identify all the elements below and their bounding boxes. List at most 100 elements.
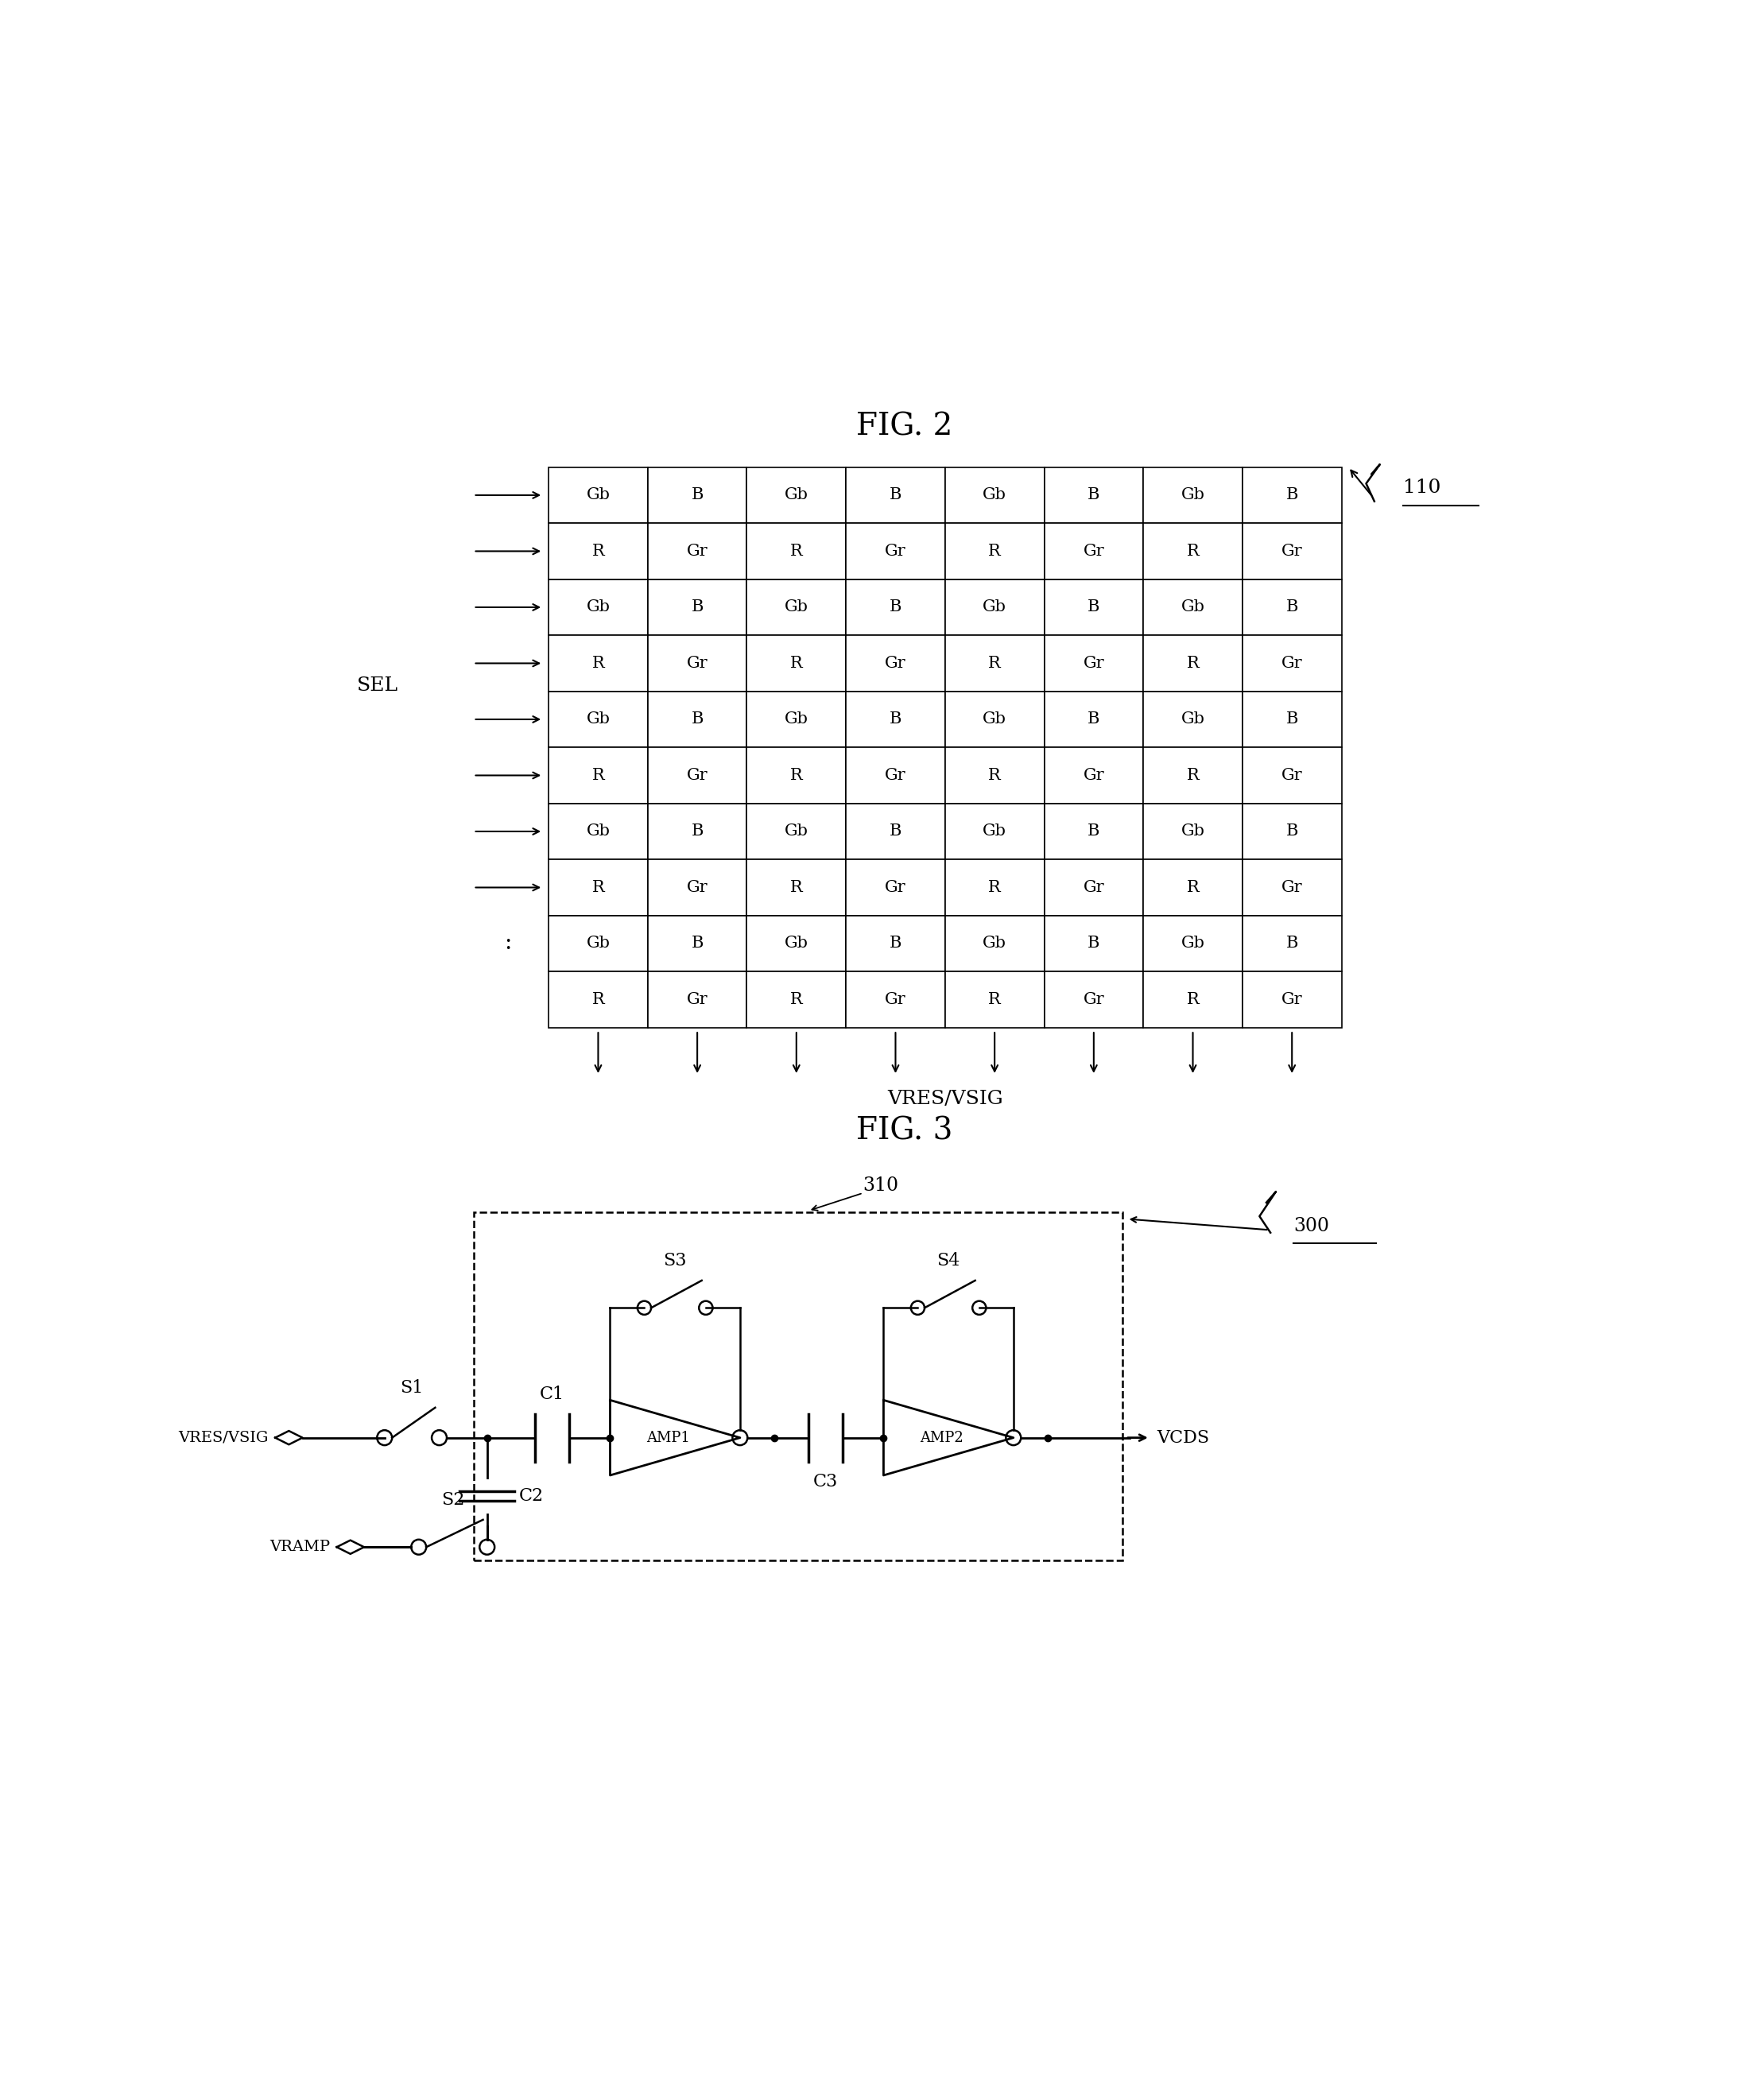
- Text: Gr: Gr: [1083, 769, 1104, 783]
- Bar: [647, 579, 746, 635]
- Text: FIG. 3: FIG. 3: [856, 1116, 953, 1147]
- Bar: [847, 804, 946, 859]
- Text: B: B: [1088, 600, 1099, 614]
- Bar: [847, 522, 946, 579]
- Text: B: B: [1088, 712, 1099, 727]
- Text: S1: S1: [400, 1379, 423, 1398]
- Bar: [1044, 915, 1143, 971]
- Text: B: B: [889, 487, 901, 503]
- Text: AMP1: AMP1: [647, 1431, 690, 1446]
- Text: Gr: Gr: [686, 769, 707, 783]
- Bar: [1143, 859, 1242, 915]
- Text: Gb: Gb: [1180, 487, 1205, 503]
- Text: Gb: Gb: [785, 712, 808, 727]
- Text: Gr: Gr: [686, 879, 707, 894]
- Bar: [647, 635, 746, 691]
- Bar: [946, 859, 1044, 915]
- Text: Gb: Gb: [586, 712, 610, 727]
- Text: S3: S3: [663, 1251, 686, 1270]
- Text: B: B: [1286, 487, 1298, 503]
- Bar: [549, 468, 647, 522]
- Text: Gr: Gr: [1083, 879, 1104, 894]
- Bar: [549, 804, 647, 859]
- Text: R: R: [790, 879, 803, 894]
- Text: B: B: [691, 600, 704, 614]
- Text: R: R: [1187, 656, 1200, 671]
- Bar: [1242, 804, 1342, 859]
- Bar: [647, 468, 746, 522]
- Text: C2: C2: [519, 1487, 543, 1504]
- Text: Gr: Gr: [686, 656, 707, 671]
- Bar: [1143, 468, 1242, 522]
- Text: B: B: [889, 712, 901, 727]
- Text: B: B: [1088, 936, 1099, 950]
- Text: 300: 300: [1293, 1218, 1330, 1235]
- Text: R: R: [988, 769, 1000, 783]
- Text: Gr: Gr: [886, 992, 907, 1007]
- Bar: [549, 579, 647, 635]
- Text: B: B: [691, 936, 704, 950]
- Bar: [847, 691, 946, 748]
- Bar: [746, 635, 847, 691]
- Bar: [847, 635, 946, 691]
- Bar: [647, 748, 746, 804]
- Bar: [946, 522, 1044, 579]
- Bar: [1143, 748, 1242, 804]
- Text: R: R: [790, 656, 803, 671]
- Text: VCDS: VCDS: [1157, 1429, 1210, 1446]
- Bar: [1044, 971, 1143, 1028]
- Bar: [847, 468, 946, 522]
- Text: Gr: Gr: [886, 769, 907, 783]
- Text: Gb: Gb: [983, 936, 1007, 950]
- Bar: [746, 579, 847, 635]
- Text: R: R: [593, 656, 605, 671]
- Text: 310: 310: [863, 1176, 900, 1195]
- Text: R: R: [593, 992, 605, 1007]
- Text: R: R: [593, 543, 605, 558]
- Text: R: R: [1187, 992, 1200, 1007]
- Bar: [1143, 804, 1242, 859]
- Bar: [549, 859, 647, 915]
- Text: Gr: Gr: [1281, 769, 1302, 783]
- Bar: [1044, 859, 1143, 915]
- Text: Gb: Gb: [1180, 823, 1205, 840]
- Bar: [746, 804, 847, 859]
- Bar: [1044, 579, 1143, 635]
- Text: Gb: Gb: [586, 936, 610, 950]
- Bar: [847, 971, 946, 1028]
- Bar: [1143, 635, 1242, 691]
- Text: AMP2: AMP2: [921, 1431, 963, 1446]
- Text: Gb: Gb: [1180, 600, 1205, 614]
- Bar: [1242, 971, 1342, 1028]
- Text: Gr: Gr: [1281, 656, 1302, 671]
- Bar: [549, 971, 647, 1028]
- Bar: [1044, 522, 1143, 579]
- Text: Gb: Gb: [586, 487, 610, 503]
- Bar: [847, 748, 946, 804]
- Text: Gb: Gb: [785, 823, 808, 840]
- Text: Gr: Gr: [1083, 543, 1104, 558]
- Bar: [647, 971, 746, 1028]
- Bar: [746, 522, 847, 579]
- Text: B: B: [1286, 600, 1298, 614]
- Text: Gr: Gr: [686, 992, 707, 1007]
- Text: R: R: [790, 543, 803, 558]
- Bar: [746, 748, 847, 804]
- Bar: [647, 915, 746, 971]
- Text: 110: 110: [1402, 478, 1441, 497]
- Text: Gb: Gb: [785, 600, 808, 614]
- Bar: [1044, 635, 1143, 691]
- Text: VRES/VSIG: VRES/VSIG: [178, 1431, 268, 1446]
- Text: R: R: [593, 879, 605, 894]
- Bar: [847, 859, 946, 915]
- Text: B: B: [691, 487, 704, 503]
- Bar: [746, 859, 847, 915]
- Text: R: R: [790, 769, 803, 783]
- Bar: [946, 804, 1044, 859]
- Bar: [647, 522, 746, 579]
- Bar: [1044, 691, 1143, 748]
- Text: Gb: Gb: [983, 712, 1007, 727]
- Text: Gb: Gb: [785, 487, 808, 503]
- Text: Gb: Gb: [586, 600, 610, 614]
- Bar: [1242, 691, 1342, 748]
